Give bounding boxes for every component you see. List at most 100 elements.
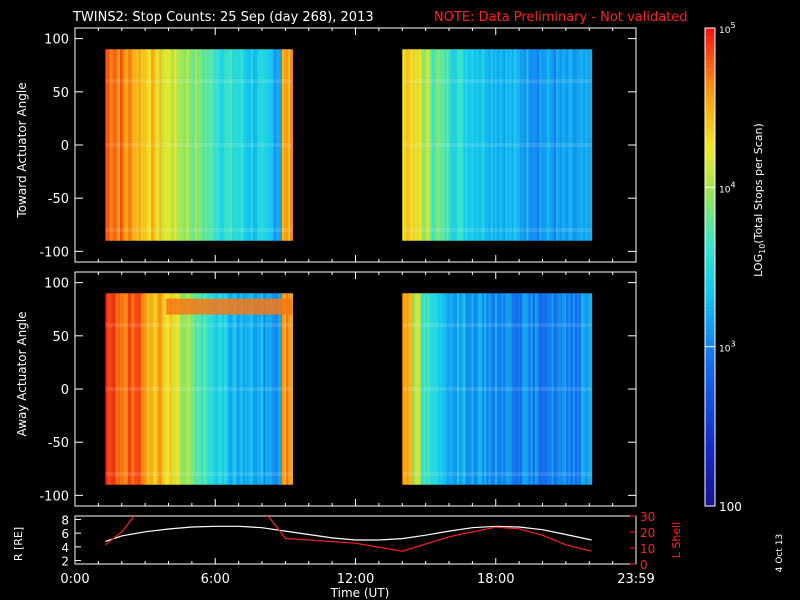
colorbar-segment	[705, 163, 715, 169]
spectrogram-column	[105, 49, 109, 241]
y-tick-label: 0	[61, 139, 69, 154]
spectrogram-column	[408, 49, 412, 241]
spectrogram-column	[513, 293, 517, 485]
spectrogram-column	[161, 49, 165, 241]
spectrogram-column	[520, 293, 523, 485]
spectrogram-column	[124, 49, 127, 241]
spectrogram-column	[140, 293, 144, 485]
spectrogram-column	[248, 49, 252, 241]
spectrogram-column	[178, 49, 181, 241]
spectrogram-column	[566, 293, 570, 485]
spectrogram-column	[505, 49, 509, 241]
colorbar-segment	[705, 346, 715, 352]
spectrogram-column	[562, 49, 565, 241]
spectrogram-column	[225, 49, 229, 241]
colorbar-segment	[705, 103, 715, 109]
spectrogram-column	[173, 49, 177, 241]
spectrogram-column	[528, 293, 532, 485]
spectrogram-column	[528, 49, 532, 241]
spectrogram-column	[236, 293, 239, 485]
spectrogram-column	[484, 293, 487, 485]
spectrogram-column	[471, 293, 475, 485]
spectrogram-column	[209, 293, 212, 485]
spectrogram-column	[551, 293, 555, 485]
spectrogram-column	[482, 293, 485, 485]
spectrogram-column	[589, 49, 593, 241]
colorbar-segment	[705, 382, 715, 388]
spectrogram-column	[288, 49, 291, 241]
colorbar-segment	[705, 119, 715, 125]
colorbar-segment	[705, 290, 715, 296]
colorbar-segment	[705, 243, 715, 248]
spectrogram-column	[509, 49, 513, 241]
colorbar-segment	[705, 374, 715, 380]
spectrogram-column	[200, 49, 204, 241]
spectrogram-column	[230, 49, 233, 241]
spectrogram-column	[473, 49, 477, 241]
y-tick-label: 100	[44, 277, 69, 292]
angle-band	[402, 143, 592, 147]
spectrogram-column	[261, 293, 264, 485]
colorbar-segment	[705, 398, 715, 404]
spectrogram-column	[534, 49, 538, 241]
spectrogram-column	[277, 49, 281, 241]
spectrogram-column	[572, 49, 576, 241]
angle-band	[402, 79, 592, 84]
spectrogram-column	[524, 49, 527, 241]
spectrogram-column	[269, 49, 273, 241]
colorbar-segment	[705, 251, 715, 256]
spectrogram-column	[190, 293, 194, 485]
spectrogram-column	[410, 293, 414, 485]
spectrogram-column	[281, 49, 285, 241]
left-tick-label: 8	[61, 513, 69, 527]
y-tick-label: 100	[44, 33, 69, 48]
spectrogram-column	[522, 49, 525, 241]
colorbar-tick-label: 103	[719, 340, 736, 355]
spectrogram-column	[198, 293, 202, 485]
colorbar-segment	[705, 59, 715, 65]
spectrogram-column	[583, 49, 586, 241]
spectrogram-column	[267, 293, 271, 485]
spectrogram-column	[465, 49, 469, 241]
spectrogram-column	[142, 49, 146, 241]
toward-ylabel: Toward Actuator Angle	[15, 82, 29, 218]
spectrogram-column	[257, 293, 260, 485]
spectrogram-column	[419, 49, 422, 241]
spectrogram-column	[196, 49, 200, 241]
spectrogram-column	[486, 49, 490, 241]
colorbar-segment	[705, 406, 715, 411]
spectrogram-column	[132, 49, 136, 241]
angle-band	[105, 79, 293, 84]
spectrogram-column	[273, 293, 277, 485]
spectrogram-column	[109, 49, 113, 241]
spectrogram-column	[492, 49, 496, 241]
colorbar-segment	[705, 294, 715, 300]
spectrogram-column	[171, 293, 175, 485]
spectrogram-column	[488, 293, 492, 485]
spectrogram-column	[572, 293, 576, 485]
colorbar-segment	[705, 199, 715, 204]
spectrogram-column	[545, 49, 549, 241]
colorbar-segment	[705, 135, 715, 141]
spectrogram-column	[188, 293, 192, 485]
colorbar-segment	[705, 450, 715, 455]
spectrogram-column	[448, 49, 452, 241]
spectrogram-column	[215, 293, 219, 485]
spectrogram-column	[526, 293, 530, 485]
colorbar-segment	[705, 231, 715, 236]
colorbar-segment	[705, 342, 715, 348]
colorbar-segment	[705, 147, 715, 153]
colorbar-segment	[705, 167, 715, 172]
colorbar-segment	[705, 482, 715, 487]
spectrogram-column	[450, 49, 454, 241]
colorbar-segment	[705, 278, 715, 284]
colorbar-segment	[705, 282, 715, 288]
spectrogram-column	[469, 293, 473, 485]
spectrogram-column	[530, 293, 534, 485]
spectrogram-column	[530, 49, 534, 241]
spectrogram-column	[234, 49, 237, 241]
left-tick-label: 2	[61, 555, 69, 569]
spectrogram-column	[128, 293, 131, 485]
spectrogram-column	[113, 49, 117, 241]
spectrogram-column	[446, 49, 450, 241]
